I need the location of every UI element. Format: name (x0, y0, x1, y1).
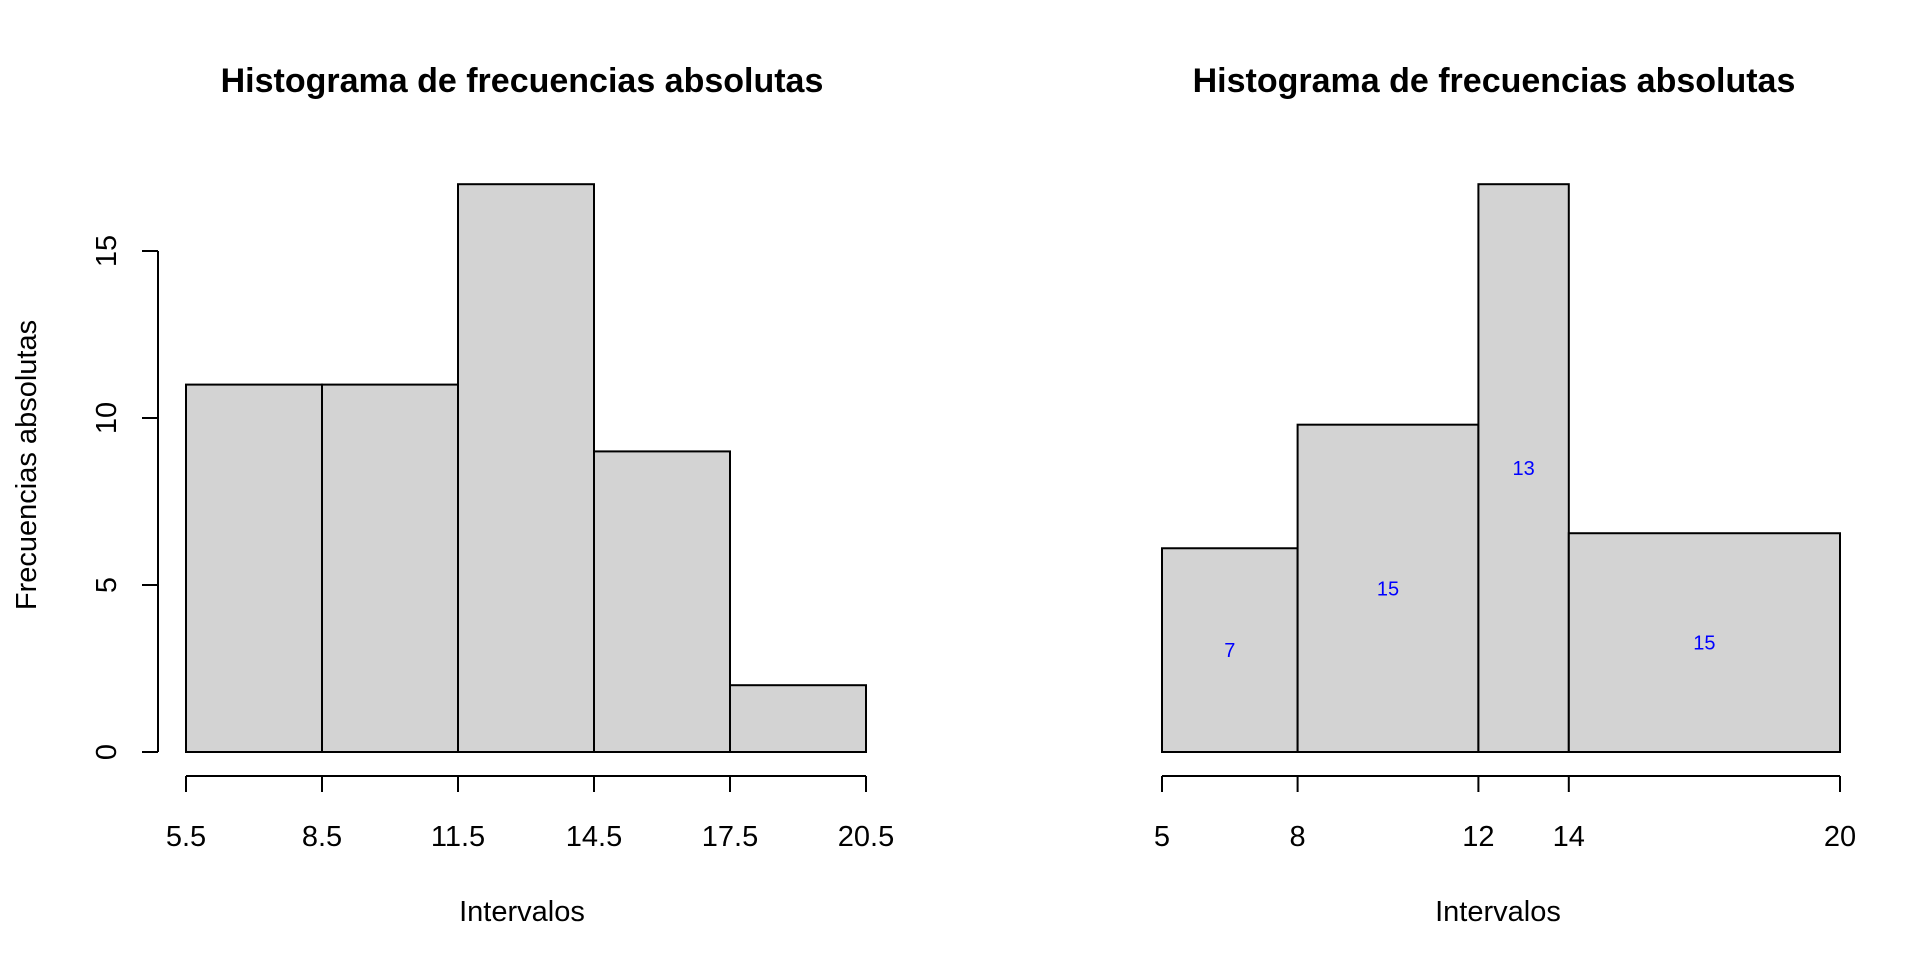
y-tick-label: 10 (91, 402, 123, 434)
x-axis-label: Intervalos (459, 896, 585, 928)
x-axis: 5.5 8.5 11.5 14.5 17.5 20.5 (166, 775, 894, 853)
x-tick-label: 5 (1154, 821, 1170, 853)
x-axis-label: Intervalos (1435, 896, 1561, 928)
x-tick-label: 12 (1462, 821, 1494, 853)
histogram-bar (185, 383, 323, 753)
bar-count-label: 15 (1377, 578, 1399, 600)
x-tick-label: 8.5 (302, 821, 342, 853)
bar-count-labels: 7 15 13 15 (1224, 458, 1715, 662)
histogram-bar (321, 383, 459, 753)
histogram-bar (1567, 532, 1842, 753)
x-axis: 5 8 12 14 20 (1154, 775, 1856, 853)
histogram-panel-left: Histograma de frecuencias absolutas 5.5 8… (11, 62, 894, 928)
bar-count-label: 7 (1224, 640, 1235, 662)
histogram-bar (593, 450, 731, 753)
histogram-bar (1161, 547, 1299, 754)
x-tick-label: 20.5 (838, 821, 894, 853)
x-tick-label: 14.5 (566, 821, 622, 853)
y-axis-label: Frecuencias absolutas (11, 320, 43, 610)
x-tick-label: 17.5 (702, 821, 758, 853)
histogram-bar (1477, 183, 1570, 753)
x-tick-label: 20 (1824, 821, 1856, 853)
x-tick-label: 8 (1290, 821, 1306, 853)
bars (185, 183, 867, 754)
y-tick-label: 15 (91, 235, 123, 267)
y-tick-label: 5 (91, 577, 123, 593)
y-tick-label: 0 (91, 744, 123, 760)
bars (1161, 183, 1842, 754)
x-tick-label: 11.5 (431, 821, 485, 853)
x-tick-label: 5.5 (166, 821, 206, 853)
bar-count-label: 15 (1693, 633, 1715, 655)
chart-title: Histograma de frecuencias absolutas (221, 62, 824, 100)
bar-count-label: 13 (1512, 458, 1534, 480)
histogram-bar (457, 183, 595, 753)
chart-title: Histograma de frecuencias absolutas (1193, 62, 1796, 100)
histogram-bar (1296, 423, 1480, 753)
y-axis: 0 5 10 15 (91, 235, 159, 760)
x-tick-label: 14 (1553, 821, 1585, 853)
histogram-panel-right: Histograma de frecuencias absolutas 7 15 1… (1154, 62, 1856, 928)
histogram-bar (729, 684, 867, 754)
